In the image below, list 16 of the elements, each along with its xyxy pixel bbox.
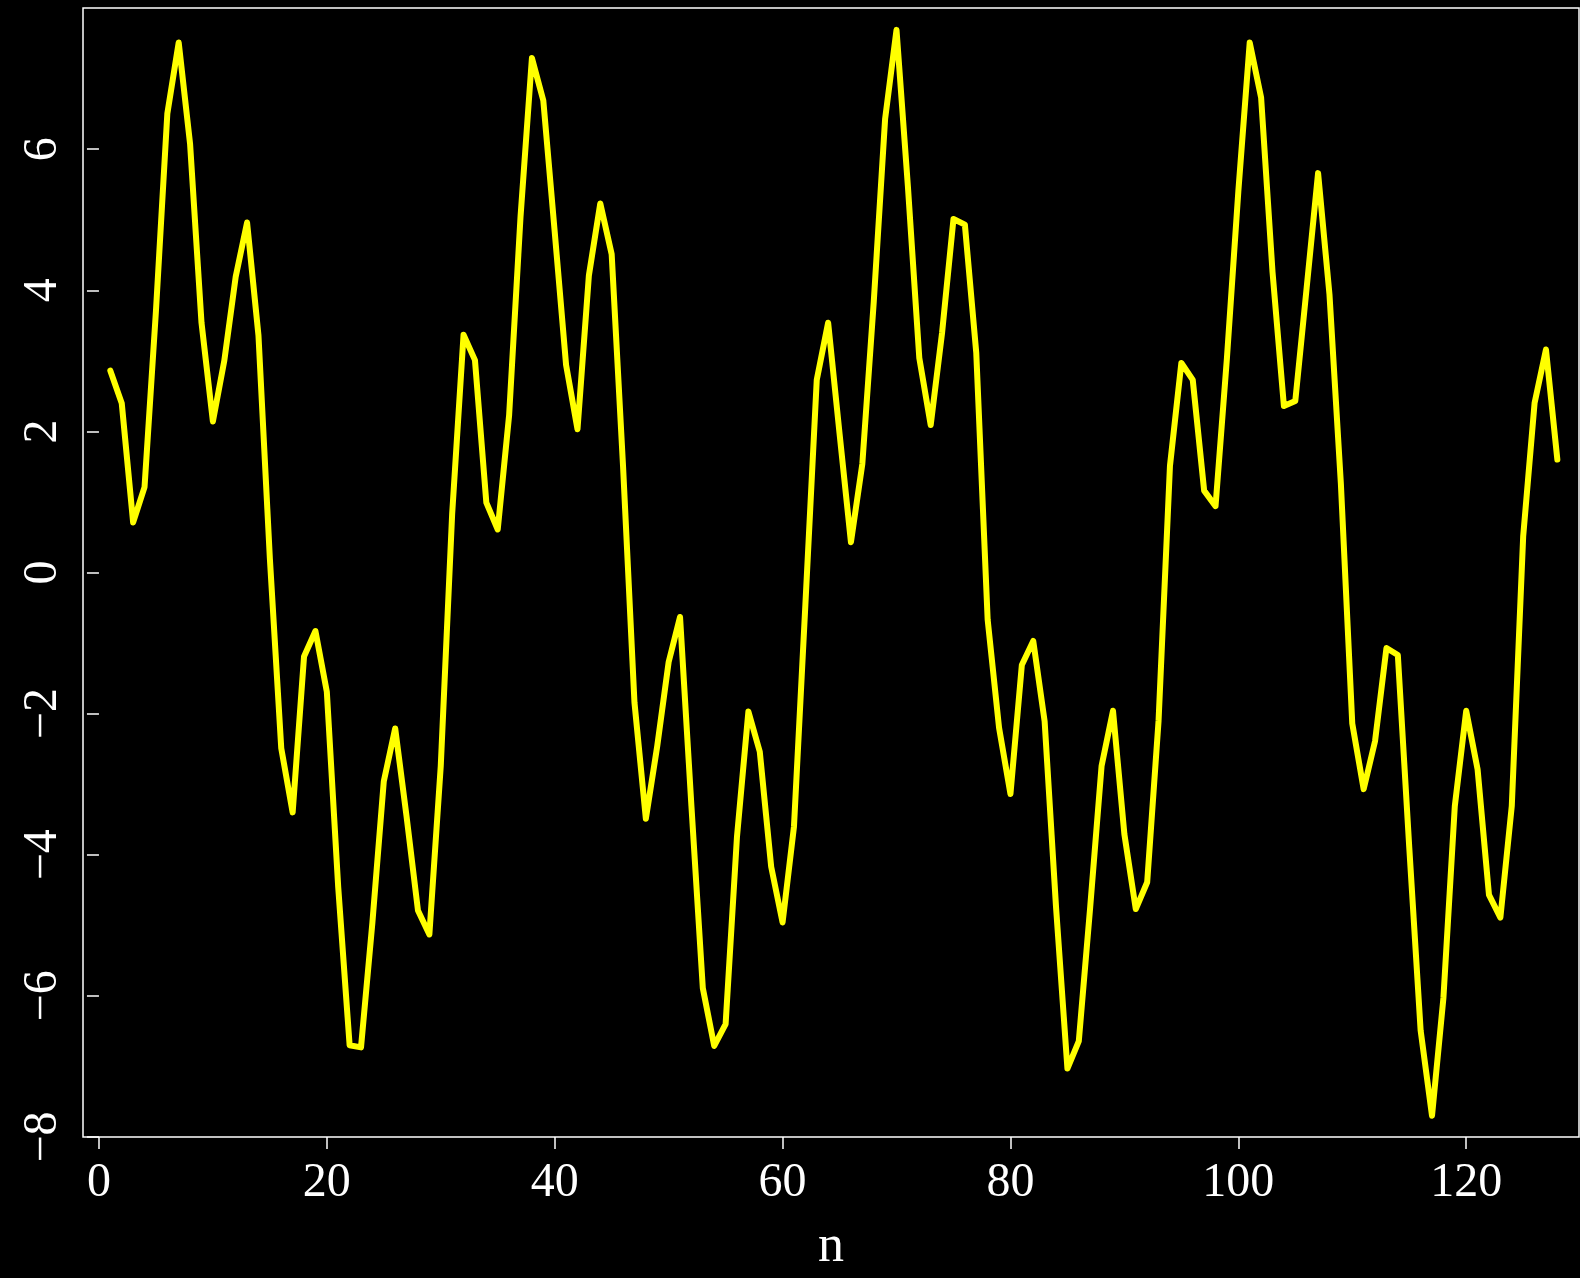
x-tick-label: 120 bbox=[1430, 1152, 1503, 1206]
x-tick-label: 80 bbox=[986, 1152, 1035, 1206]
x-tick-label: 0 bbox=[86, 1152, 111, 1206]
x-tick-label: 100 bbox=[1202, 1152, 1275, 1206]
x-tick-label: 40 bbox=[530, 1152, 579, 1206]
x-tick-label: 60 bbox=[758, 1152, 807, 1206]
y-tick-label: 2 bbox=[12, 419, 66, 444]
y-tick-label: 0 bbox=[12, 560, 66, 585]
y-tick-label: 6 bbox=[12, 137, 66, 162]
x-tick-label: 20 bbox=[302, 1152, 351, 1206]
y-tick-label: −2 bbox=[12, 688, 66, 740]
x-axis-title: n bbox=[818, 1214, 844, 1272]
y-tick-label: −6 bbox=[12, 970, 66, 1022]
y-tick-label: 4 bbox=[12, 278, 66, 303]
y-tick-label: −4 bbox=[12, 829, 66, 881]
y-tick-label: −8 bbox=[12, 1111, 66, 1163]
